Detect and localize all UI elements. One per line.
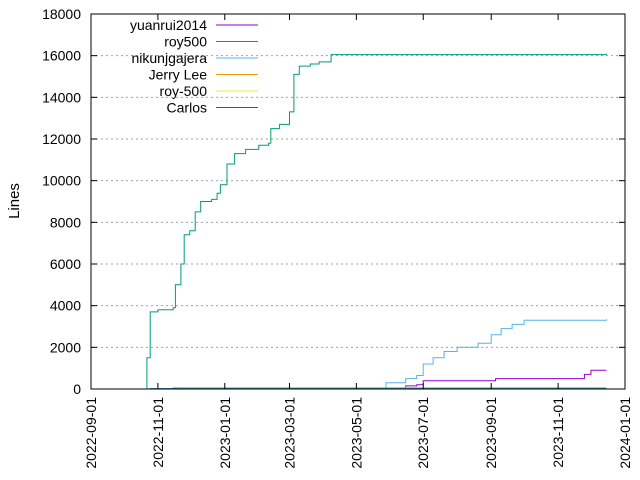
y-tick-label: 10000	[42, 173, 81, 189]
y-tick-label: 4000	[50, 298, 81, 314]
series-line-2	[382, 319, 607, 390]
legend-label: roy500	[164, 34, 207, 50]
series-lines	[144, 53, 607, 390]
y-axis-label: Lines	[6, 183, 23, 219]
x-tick-label: 2023-03-01	[281, 397, 297, 469]
y-tick-label: 14000	[42, 89, 81, 105]
x-tick-label: 2022-11-01	[150, 397, 166, 468]
x-tick-label: 2024-01-01	[617, 397, 633, 469]
x-tick-label: 2022-09-01	[83, 397, 99, 469]
y-tick-label: 2000	[50, 339, 81, 355]
y-axis-ticks: 0 2000 4000 6000 8000 10000 12000 14000 16000 180…	[42, 6, 625, 397]
series-line-1	[144, 53, 607, 390]
y-tick-label: 6000	[50, 256, 81, 272]
y-tick-label: 12000	[42, 131, 81, 147]
y-tick-label: 18000	[42, 6, 81, 22]
legend-label: yuanrui2014	[130, 17, 207, 33]
x-tick-label: 2023-05-01	[348, 397, 364, 469]
plot-frame	[90, 13, 626, 390]
legend-label: Jerry Lee	[149, 67, 208, 83]
y-tick-label: 0	[73, 381, 81, 397]
y-tick-label: 16000	[42, 48, 81, 64]
y-tick-label: 8000	[50, 214, 81, 230]
legend-label: roy-500	[160, 83, 208, 99]
x-tick-label: 2023-09-01	[483, 397, 499, 469]
x-tick-label: 2023-07-01	[415, 397, 431, 469]
x-axis-ticks: 2022-09-01 2022-11-01 2023-01-01 2023-03-01…	[83, 14, 633, 469]
grid-lines	[91, 55, 625, 348]
x-tick-label: 2023-11-01	[550, 397, 566, 468]
series-line-0	[405, 369, 607, 389]
legend-label: Carlos	[167, 100, 207, 116]
legend-label: nikunjgajera	[132, 50, 208, 66]
x-tick-label: 2023-01-01	[217, 397, 233, 469]
